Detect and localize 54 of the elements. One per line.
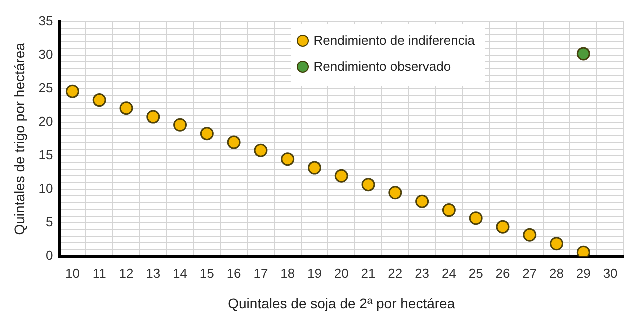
point [120, 102, 134, 116]
point [469, 212, 483, 226]
point [92, 94, 106, 108]
y-tick-label: 20 [38, 114, 54, 130]
point [416, 194, 430, 208]
x-tick-label: 16 [226, 266, 242, 281]
legend-label: Rendimiento de indiferencia [314, 33, 475, 48]
x-tick-label: 19 [308, 266, 322, 281]
point [388, 186, 402, 200]
x-tick-label: 21 [361, 266, 376, 281]
x-tick-label: 13 [146, 266, 161, 281]
x-tick-label: 30 [603, 266, 618, 281]
y-axis-title: Quintales de trigo por hectárea [11, 42, 28, 236]
x-tick-label: 24 [442, 266, 456, 281]
x-tick-label: 27 [522, 266, 538, 281]
x-tick-label: 20 [334, 266, 349, 281]
point [496, 220, 510, 234]
y-tick-label: 15 [38, 148, 54, 163]
x-tick-label: 28 [550, 266, 564, 281]
x-tick-label: 26 [496, 266, 510, 281]
point [254, 144, 268, 158]
point [66, 84, 80, 98]
point [281, 152, 295, 166]
point [523, 228, 537, 242]
y-tick-label: 0 [46, 248, 54, 264]
point [227, 136, 241, 150]
legend-label: Rendimiento observado [314, 59, 452, 74]
x-tick-label: 15 [200, 266, 214, 281]
x-tick-label: 11 [92, 266, 106, 281]
point [308, 161, 322, 175]
point [174, 118, 188, 132]
x-tick-label: 18 [280, 266, 296, 281]
y-tick-label: 10 [38, 181, 54, 196]
x-tick-label: 22 [388, 266, 403, 281]
x-tick-label: 17 [254, 266, 268, 281]
x-tick-label: 14 [173, 266, 188, 281]
point [362, 178, 376, 192]
point [442, 204, 456, 218]
x-tick-label: 12 [119, 266, 134, 281]
point [576, 246, 590, 257]
point [200, 127, 214, 141]
x-tick-label: 10 [65, 266, 80, 281]
x-tick-label: 29 [576, 266, 591, 281]
point [550, 237, 564, 251]
y-tick-label: 35 [38, 13, 54, 28]
y-tick-label: 25 [38, 80, 54, 96]
y-tick-label: 30 [38, 46, 54, 62]
point [576, 47, 590, 61]
y-tick-label: 5 [46, 214, 54, 230]
x-tick-label: 25 [468, 266, 484, 281]
x-axis-title: Quintales de soja de 2ª por hectárea [228, 295, 456, 312]
point [334, 169, 348, 183]
x-tick-label: 23 [415, 266, 430, 281]
point [146, 110, 160, 124]
